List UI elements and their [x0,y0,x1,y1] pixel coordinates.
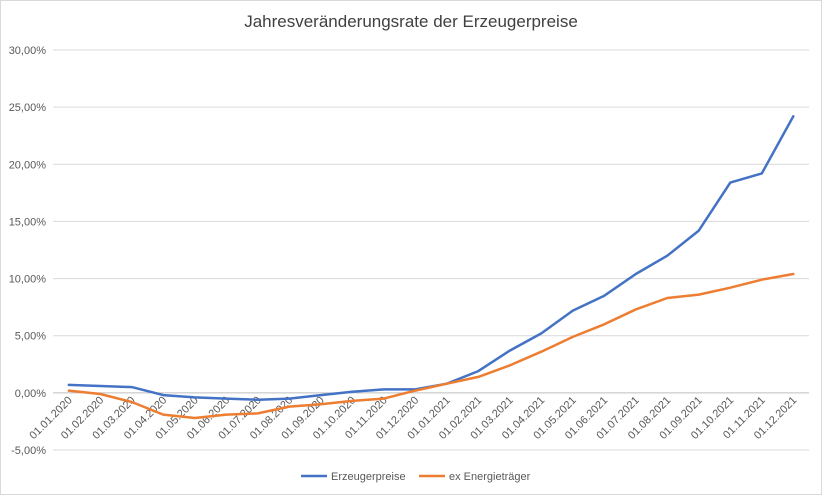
y-tick-label: 15,00% [9,216,47,228]
gridlines [53,49,809,451]
y-tick-label: 10,00% [9,274,47,286]
y-tick-label: 20,00% [9,159,47,171]
y-tick-label: 5,00% [15,331,46,343]
series-line-1 [67,115,795,401]
series-lines [67,115,795,420]
legend-label-1: Erzeugerpreise [331,471,406,483]
y-tick-label: -5,00% [11,445,46,457]
y-axis-tick-labels: -5,00% 0,00% 5,00% 10,00% 15,00% 20,00% 25,00%… [9,45,47,457]
x-axis-tick-labels: 01.01.202001.02.202001.03.202001.04.2020… [27,394,799,441]
series-line-2 [67,272,795,420]
legend-label-2: ex Energieträger [449,471,531,483]
chart-title: Jahresveränderungsrate der Erzeugerpreis… [244,12,578,31]
y-tick-label: 30,00% [9,45,47,57]
y-tick-label: 25,00% [9,102,47,114]
legend: Erzeugerpreise ex Energieträger [301,471,531,483]
y-tick-label: 0,00% [15,388,46,400]
